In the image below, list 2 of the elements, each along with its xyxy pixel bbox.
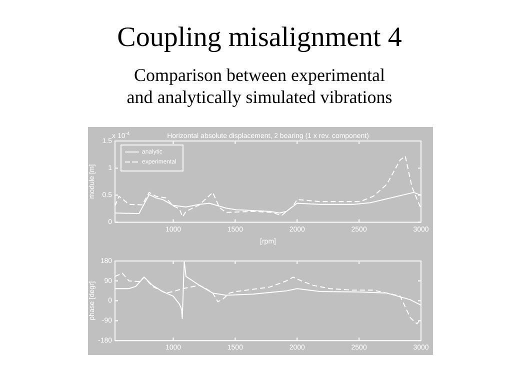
chart-title: Coupling misalignment 4 [116,22,403,54]
chart-subtitle: Comparison between experimental and analytically simulated vibrations [126,64,394,108]
